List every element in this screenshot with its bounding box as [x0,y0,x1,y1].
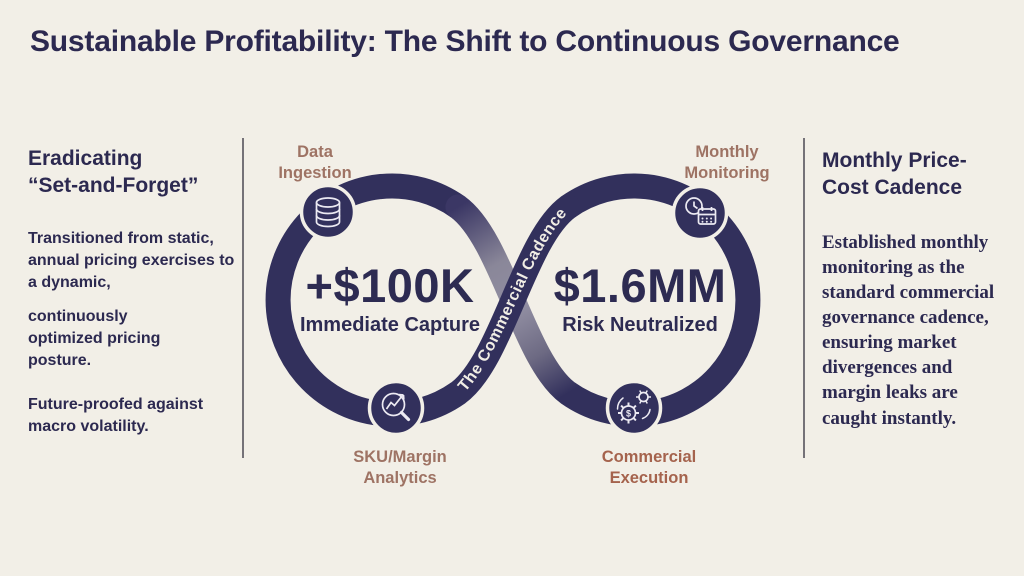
node-label-commercial-execution: Commercial Execution [579,447,719,489]
left-metric-value: +$100K [305,259,475,312]
node-label-line: Execution [609,469,689,487]
left-divider [242,138,244,458]
node-label-line: SKU/Margin [353,448,447,466]
page-title: Sustainable Profitability: The Shift to … [30,25,900,58]
over-band [445,194,581,406]
left-panel-heading-line1: Eradicating [28,147,143,170]
node-label-sku-margin-analytics: SKU/Margin Analytics [330,447,470,489]
database-icon [299,183,357,241]
left-panel-heading: Eradicating “Set-and-Forget” [28,146,243,199]
node-label-line: Ingestion [278,164,352,182]
right-panel-heading: Monthly Price- Cost Cadence [822,148,1017,201]
gears-dollar-icon: $ [605,379,663,437]
left-metric: +$100K Immediate Capture [268,262,512,337]
node-label-monthly-monitoring: Monthly Monitoring [657,142,797,184]
node-label-line: Data [297,143,333,161]
left-panel-paragraph-2: continuously optimized pricing posture. [28,308,161,369]
gear-dollar-glyph: $ [626,408,631,418]
magnifier-chart-icon [367,379,425,437]
left-metric-caption: Immediate Capture [299,313,481,336]
left-panel-paragraph-3: Future-proofed against macro volatility. [28,396,204,435]
right-divider [803,138,805,458]
right-panel-heading-line1: Monthly Price- [822,149,967,172]
right-panel-body: Established monthly monitoring as the st… [822,232,995,429]
node-label-line: Analytics [363,469,437,487]
node-label-line: Monthly [695,143,759,161]
left-panel-paragraph-1: Transitioned from static, annual pricing… [28,230,235,291]
right-metric-value: $1.6MM [553,259,727,312]
node-label-data-ingestion: Data Ingestion [245,142,385,184]
node-label-line: Commercial [601,448,697,466]
clock-calendar-icon [671,184,729,242]
left-panel-heading-line2: “Set-and-Forget” [28,173,199,197]
node-label-line: Monitoring [684,164,770,182]
right-panel-heading-line2: Cost Cadence [822,175,963,199]
right-metric-caption: Risk Neutralized [562,313,718,336]
right-metric: $1.6MM Risk Neutralized [518,262,762,337]
